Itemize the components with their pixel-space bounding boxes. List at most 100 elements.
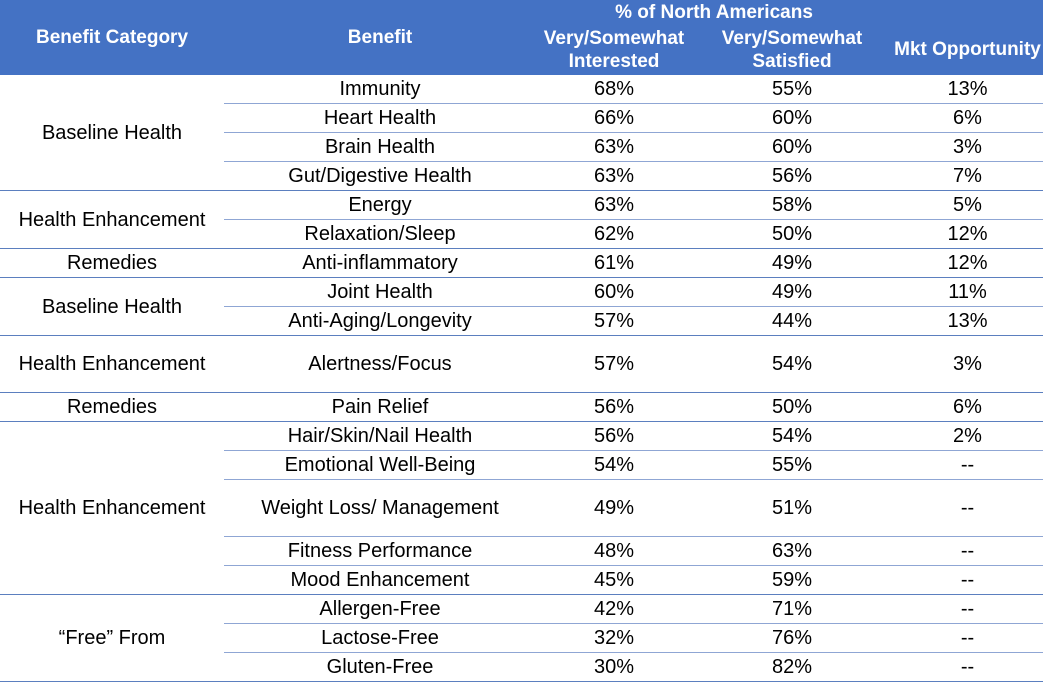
benefit-cell: Gluten-Free bbox=[224, 652, 536, 682]
interested-cell: 54% bbox=[536, 450, 692, 480]
opportunity-cell: 12% bbox=[892, 219, 1043, 249]
interested-cell: 48% bbox=[536, 536, 692, 566]
opportunity-cell: -- bbox=[892, 536, 1043, 566]
table-row: Anti-Aging/Longevity 57% 44% 13% bbox=[0, 306, 1043, 336]
benefit-cell: Immunity bbox=[339, 77, 421, 100]
table-row: Heart Health 66% 60% 6% bbox=[0, 103, 1043, 133]
category-cell: Health Enhancement bbox=[0, 190, 224, 249]
table-row: Emotional Well-Being 54% 55% -- bbox=[0, 450, 1043, 480]
table-row: Brain Health 63% 60% 3% bbox=[0, 132, 1043, 162]
benefit-cell: Brain Health bbox=[224, 132, 536, 162]
interested-cell: 63% bbox=[536, 161, 692, 191]
opportunity-cell: 11% bbox=[892, 277, 1043, 307]
satisfied-cell: 54% bbox=[692, 421, 892, 451]
benefit-cell: Alertness/Focus bbox=[224, 335, 536, 393]
opportunity-cell: 6% bbox=[892, 392, 1043, 422]
opportunity-cell: -- bbox=[892, 479, 1043, 537]
header-interested: Very/Somewhat Interested bbox=[536, 24, 692, 75]
benefit-cell: Relaxation/Sleep bbox=[224, 219, 536, 249]
satisfied-cell: 58% bbox=[692, 190, 892, 220]
table-row: Baseline Health Immunity 68% 55% 13% bbox=[0, 75, 1043, 144]
satisfied-cell: 55% bbox=[771, 77, 813, 100]
interested-cell: 57% bbox=[536, 335, 692, 393]
opportunity-cell: 2% bbox=[892, 421, 1043, 451]
satisfied-cell: 49% bbox=[692, 248, 892, 278]
satisfied-cell: 59% bbox=[692, 565, 892, 595]
table-body: Baseline Health Immunity 68% 55% 13% Heart He… bbox=[0, 75, 1043, 682]
opportunity-cell: 6% bbox=[892, 103, 1043, 133]
benefit-cell: Anti-Aging/Longevity bbox=[224, 306, 536, 336]
opportunity-cell: 3% bbox=[892, 132, 1043, 162]
benefit-cell: Allergen-Free bbox=[224, 594, 536, 624]
satisfied-cell: 50% bbox=[692, 219, 892, 249]
satisfied-cell: 44% bbox=[692, 306, 892, 336]
satisfied-cell: 50% bbox=[692, 392, 892, 422]
opportunity-cell: -- bbox=[892, 450, 1043, 480]
benefit-cell: Gut/Digestive Health bbox=[224, 161, 536, 191]
satisfied-cell: 49% bbox=[692, 277, 892, 307]
table-row: Remedies Pain Relief 56% 50% 6% bbox=[0, 392, 1043, 422]
satisfied-cell: 82% bbox=[692, 652, 892, 682]
category-cell: Baseline Health bbox=[41, 121, 183, 144]
benefit-cell: Joint Health bbox=[224, 277, 536, 307]
benefit-cell: Heart Health bbox=[224, 103, 536, 133]
satisfied-cell: 76% bbox=[692, 623, 892, 653]
satisfied-cell: 51% bbox=[692, 479, 892, 537]
benefit-cell: Lactose-Free bbox=[224, 623, 536, 653]
satisfied-cell: 71% bbox=[692, 594, 892, 624]
interested-cell: 61% bbox=[536, 248, 692, 278]
table-row: Health Enhancement Alertness/Focus 57% 54% 3… bbox=[0, 335, 1043, 393]
benefit-cell: Pain Relief bbox=[224, 392, 536, 422]
table-row: Health Enhancement Energy 63% 58% 5% bbox=[0, 190, 1043, 249]
benefit-cell: Mood Enhancement bbox=[224, 565, 536, 595]
table-row: Gut/Digestive Health 63% 56% 7% bbox=[0, 161, 1043, 191]
interested-cell: 66% bbox=[536, 103, 692, 133]
interested-cell: 30% bbox=[536, 652, 692, 682]
category-cell: Remedies bbox=[0, 248, 224, 278]
satisfied-cell: 54% bbox=[692, 335, 892, 393]
satisfied-cell: 55% bbox=[692, 450, 892, 480]
opportunity-cell: 7% bbox=[892, 161, 1043, 191]
opportunity-cell: -- bbox=[892, 623, 1043, 653]
interested-cell: 62% bbox=[536, 219, 692, 249]
interested-cell: 32% bbox=[536, 623, 692, 653]
benefit-cell: Hair/Skin/Nail Health bbox=[224, 421, 536, 451]
opportunity-cell: 12% bbox=[892, 248, 1043, 278]
table-row: Baseline Health Joint Health 60% 49% 11% bbox=[0, 277, 1043, 336]
satisfied-cell: 60% bbox=[692, 103, 892, 133]
header-satisfied: Very/Somewhat Satisfied bbox=[692, 24, 892, 75]
table-row: “Free” From Allergen-Free 42% 71% -- bbox=[0, 594, 1043, 682]
table-row: Fitness Performance 48% 63% -- bbox=[0, 536, 1043, 566]
benefit-cell: Emotional Well-Being bbox=[224, 450, 536, 480]
interested-cell: 60% bbox=[536, 277, 692, 307]
table-row: Remedies Anti-inflammatory 61% 49% 12% bbox=[0, 248, 1043, 278]
benefit-cell: Fitness Performance bbox=[224, 536, 536, 566]
table-row: Gluten-Free 30% 82% -- bbox=[0, 652, 1043, 682]
table-header: Benefit Category Benefit % of North Amer… bbox=[0, 0, 1043, 75]
satisfied-cell: 63% bbox=[692, 536, 892, 566]
table-row: Health Enhancement Hair/Skin/Nail Health 5… bbox=[0, 421, 1043, 595]
header-spacer bbox=[892, 0, 1043, 24]
header-mkt-opportunity: Mkt Opportunity bbox=[892, 24, 1043, 75]
interested-cell: 63% bbox=[536, 190, 692, 220]
opportunity-cell: -- bbox=[892, 565, 1043, 595]
category-cell: Baseline Health bbox=[0, 277, 224, 336]
interested-cell: 42% bbox=[536, 594, 692, 624]
header-benefit: Benefit bbox=[224, 0, 536, 75]
interested-cell: 45% bbox=[536, 565, 692, 595]
header-group-north-americans: % of North Americans bbox=[536, 0, 892, 24]
opportunity-cell: 3% bbox=[892, 335, 1043, 393]
satisfied-cell: 60% bbox=[692, 132, 892, 162]
interested-cell: 68% bbox=[593, 77, 635, 100]
interested-cell: 56% bbox=[536, 421, 692, 451]
table-row: Mood Enhancement 45% 59% -- bbox=[0, 565, 1043, 595]
table-row: Relaxation/Sleep 62% 50% 12% bbox=[0, 219, 1043, 249]
opportunity-cell: 13% bbox=[947, 77, 988, 100]
category-cell: Health Enhancement bbox=[0, 421, 224, 595]
interested-cell: 49% bbox=[536, 479, 692, 537]
benefit-cell: Energy bbox=[224, 190, 536, 220]
table-row: Weight Loss/ Management 49% 51% -- bbox=[0, 479, 1043, 537]
opportunity-cell: -- bbox=[892, 652, 1043, 682]
opportunity-cell: 13% bbox=[892, 306, 1043, 336]
